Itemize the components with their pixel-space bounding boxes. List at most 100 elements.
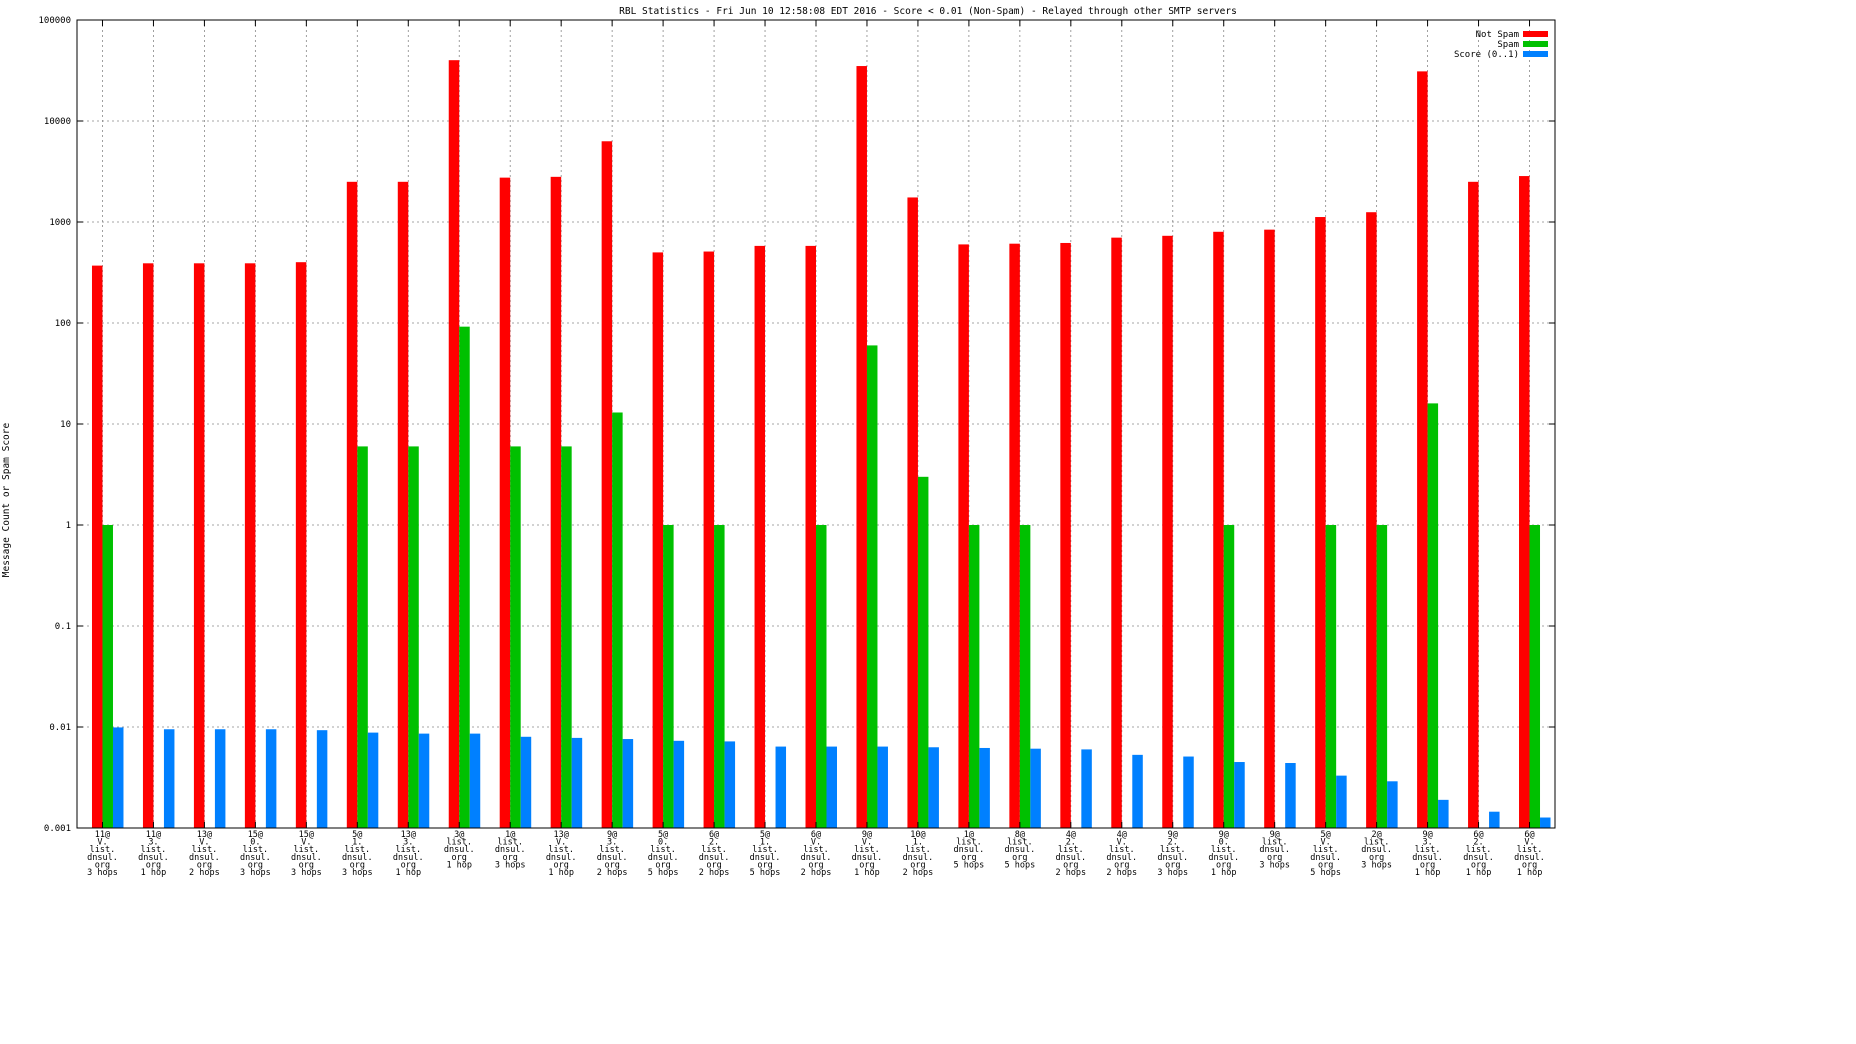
bar-not-spam bbox=[1060, 242, 1071, 828]
bar-score-0-1 bbox=[265, 729, 277, 828]
bar-spam bbox=[866, 345, 878, 828]
bar-spam bbox=[714, 525, 725, 828]
bar-score-0-1 bbox=[316, 730, 328, 828]
bar-not-spam bbox=[805, 245, 816, 828]
bar-score-0-1 bbox=[1336, 775, 1347, 828]
x-tick-label: 9@ 3. list. dnsul. org 1 hop bbox=[1412, 830, 1443, 878]
bar-not-spam bbox=[295, 262, 307, 828]
x-tick-label: 1@ list. dnsul. org 3 hops bbox=[495, 830, 526, 870]
bar-spam bbox=[357, 446, 368, 828]
bar-not-spam bbox=[1417, 71, 1428, 829]
bar-score-0-1 bbox=[877, 746, 888, 828]
y-tick-label: 0.01 bbox=[49, 723, 71, 733]
bar-not-spam bbox=[754, 245, 766, 828]
legend-swatch bbox=[1523, 41, 1548, 47]
x-tick-label: 4@ 2. list. dnsul. org 2 hops bbox=[1055, 830, 1086, 878]
y-tick-label: 0.1 bbox=[55, 622, 71, 632]
y-tick-label: 10 bbox=[60, 420, 71, 430]
y-tick-label: 100000 bbox=[38, 16, 71, 26]
x-tick-label: 5@ 1. list. dnsul. org 3 hops bbox=[342, 830, 373, 878]
bar-score-0-1 bbox=[724, 741, 736, 828]
bar-not-spam bbox=[1468, 181, 1479, 829]
legend-label: Spam bbox=[1497, 40, 1519, 50]
bar-spam bbox=[816, 525, 827, 828]
x-tick-label: 9@ list. dnsul. org 3 hops bbox=[1259, 830, 1290, 870]
bar-score-0-1 bbox=[214, 729, 226, 828]
bar-spam bbox=[459, 326, 470, 828]
x-tick-label: 6@ 2. list. dnsul. org 2 hops bbox=[699, 830, 730, 878]
bar-spam bbox=[102, 525, 113, 828]
x-tick-label: 13@ V. list. dnsul. org 1 hop bbox=[546, 830, 577, 878]
x-axis-ticks: 11@ V. list. dnsul. org 3 hops 11@ 3. list. dnsul… bbox=[87, 20, 1545, 878]
bar-spam bbox=[612, 412, 623, 828]
bar-not-spam bbox=[1264, 229, 1275, 828]
bar-score-0-1 bbox=[1081, 749, 1092, 828]
x-tick-label: 6@ 2. list. dnsul. org 1 hop bbox=[1463, 830, 1494, 878]
bar-not-spam bbox=[142, 263, 154, 828]
bar-not-spam bbox=[1162, 235, 1173, 829]
y-tick-label: 1 bbox=[66, 521, 71, 531]
legend-swatch bbox=[1523, 51, 1548, 57]
bar-score-0-1 bbox=[520, 736, 532, 828]
bar-score-0-1 bbox=[622, 739, 634, 828]
bar-not-spam bbox=[91, 265, 103, 828]
bar-score-0-1 bbox=[1387, 781, 1398, 828]
bar-not-spam bbox=[1315, 217, 1326, 828]
bar-score-0-1 bbox=[469, 733, 481, 828]
bar-score-0-1 bbox=[928, 747, 939, 828]
y-tick-label: 10000 bbox=[44, 117, 71, 127]
x-tick-label: 5@ V. list. dnsul. org 5 hops bbox=[1310, 830, 1341, 878]
x-tick-label: 11@ V. list. dnsul. org 3 hops bbox=[87, 830, 118, 878]
x-tick-label: 2@ list. dnsul. org 3 hops bbox=[1361, 830, 1392, 870]
bar-not-spam bbox=[1111, 237, 1122, 829]
bar-not-spam bbox=[703, 251, 715, 829]
bar-spam bbox=[1529, 525, 1541, 828]
legend-swatch bbox=[1523, 31, 1548, 37]
bar-spam bbox=[968, 525, 980, 828]
bar-score-0-1 bbox=[1285, 763, 1296, 828]
bar-score-0-1 bbox=[1183, 756, 1194, 828]
bar-not-spam bbox=[448, 60, 460, 828]
bar-not-spam bbox=[1009, 243, 1020, 828]
legend-label: Not Spam bbox=[1476, 30, 1519, 40]
bar-spam bbox=[1325, 525, 1337, 828]
y-axis-ticks: 0.001 0.01 0.1 1 10 100 1000 10000 100000 bbox=[38, 16, 1555, 834]
bar-not-spam bbox=[907, 197, 918, 829]
bar-spam bbox=[1376, 525, 1388, 828]
grid-lines bbox=[77, 20, 1555, 828]
x-tick-label: 3@ list. dnsul. org 1 hop bbox=[444, 830, 475, 870]
x-tick-label: 15@ V. list. dnsul. org 3 hops bbox=[291, 830, 322, 878]
y-axis-label: Message Count or Spam Score bbox=[1, 423, 12, 578]
bar-not-spam bbox=[1366, 212, 1377, 828]
bar-not-spam bbox=[958, 244, 969, 828]
x-tick-label: 10@ 1. list. dnsul. org 2 hops bbox=[903, 830, 934, 878]
bar-score-0-1 bbox=[826, 746, 837, 828]
bar-not-spam bbox=[244, 263, 256, 828]
bar-score-0-1 bbox=[673, 740, 685, 828]
bar-not-spam bbox=[346, 181, 358, 829]
bar-score-0-1 bbox=[1540, 817, 1551, 828]
x-tick-label: 6@ V. list. dnsul. org 2 hops bbox=[801, 830, 832, 878]
bar-score-0-1 bbox=[1030, 748, 1041, 828]
bar-spam bbox=[663, 525, 674, 828]
bar-score-0-1 bbox=[1438, 799, 1449, 828]
bar-score-0-1 bbox=[1234, 762, 1245, 828]
bar-not-spam bbox=[856, 66, 867, 828]
bar-not-spam bbox=[397, 181, 409, 829]
bar-not-spam bbox=[499, 177, 511, 829]
x-tick-label: 6@ V. list. dnsul. org 1 hop bbox=[1514, 830, 1545, 878]
x-tick-label: 11@ 3. list. dnsul. org 1 hop bbox=[138, 830, 169, 878]
chart-title: RBL Statistics - Fri Jun 10 12:58:08 EDT… bbox=[619, 6, 1237, 17]
x-tick-label: 13@ 3. list. dnsul. org 1 hop bbox=[393, 830, 424, 878]
legend-label: Score (0..1) bbox=[1454, 50, 1519, 60]
x-tick-label: 8@ list. dnsul. org 5 hops bbox=[1005, 830, 1036, 870]
x-tick-label: 1@ list. dnsul. org 5 hops bbox=[954, 830, 985, 870]
x-tick-label: 9@ V. list. dnsul. org 1 hop bbox=[852, 830, 883, 878]
y-tick-label: 1000 bbox=[49, 218, 71, 228]
bar-spam bbox=[408, 446, 419, 828]
x-tick-label: 13@ V. list. dnsul. org 2 hops bbox=[189, 830, 220, 878]
bar-not-spam bbox=[193, 263, 205, 828]
bar-score-0-1 bbox=[1132, 754, 1143, 828]
